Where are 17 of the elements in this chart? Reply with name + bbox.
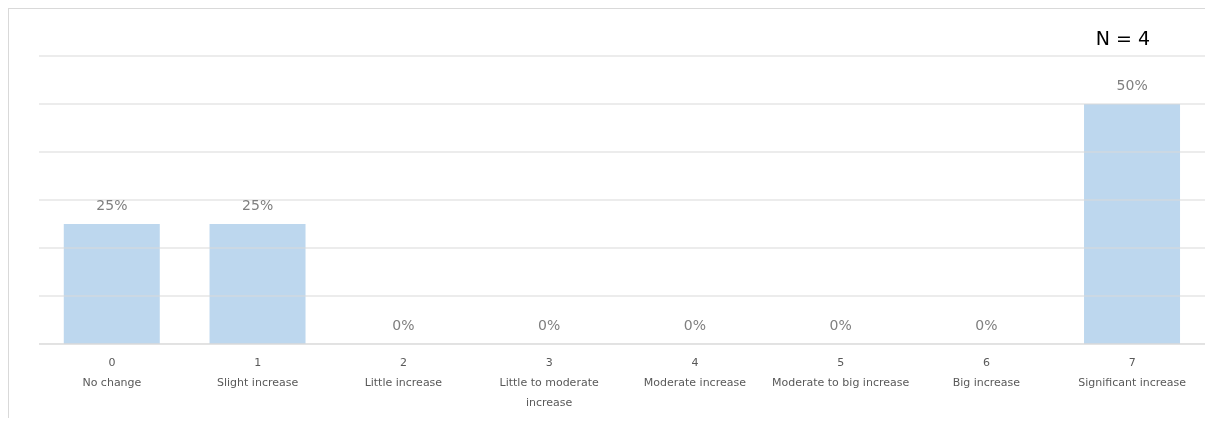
data-label: 0% (683, 317, 706, 333)
data-label: 0% (975, 317, 998, 333)
text: N = 4 (1095, 27, 1150, 49)
data-label: 0% (392, 317, 415, 333)
data-label: 25% (242, 197, 274, 213)
x-tick-label: 2 Little increase (364, 356, 443, 389)
x-tick-label: 3 Little to moderate increase (499, 356, 599, 409)
x-tick-label: 5 Moderate to big increase (772, 356, 910, 389)
x-tick-label: 4 Moderate increase (643, 356, 747, 389)
data-label: 0% (538, 317, 561, 333)
data-label: 50% (1116, 77, 1148, 93)
data-label: 25% (96, 197, 128, 213)
x-tick-label: 7 Significant increase (1078, 356, 1187, 389)
data-label: 0% (829, 317, 852, 333)
x-tick-label: 0 No change (82, 356, 142, 389)
x-tick-label: 1 Slight increase (217, 356, 299, 389)
x-tick-label: 6 Big increase (952, 356, 1021, 389)
